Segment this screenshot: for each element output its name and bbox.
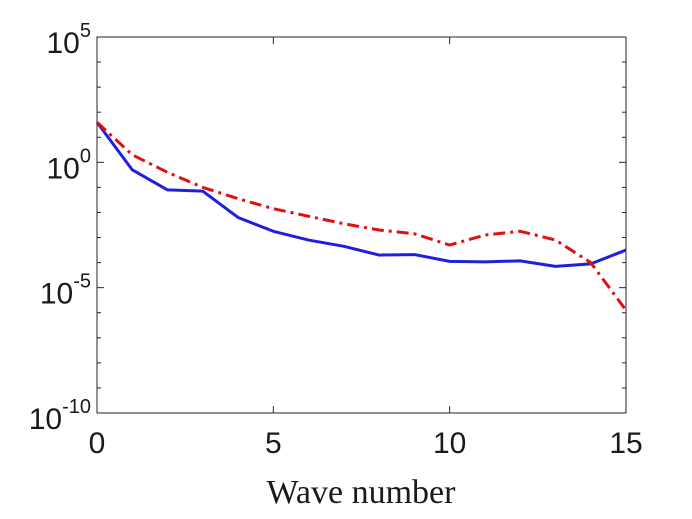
plot-area bbox=[96, 36, 627, 414]
x-tick-label: 5 bbox=[265, 427, 282, 460]
y-tick-label: 10-10 bbox=[29, 396, 91, 436]
x-tick-label: 0 bbox=[89, 427, 106, 460]
y-tick-label: 10-5 bbox=[40, 271, 91, 311]
x-tick-label: 15 bbox=[609, 427, 642, 460]
series-line-solid bbox=[95, 121, 627, 268]
y-tick-label: 105 bbox=[47, 20, 92, 60]
y-tick-label: 100 bbox=[47, 145, 92, 185]
x-tick-label: 10 bbox=[433, 427, 466, 460]
x-axis-title: Wave number bbox=[267, 474, 457, 511]
series-line-dash-dot bbox=[95, 121, 628, 312]
